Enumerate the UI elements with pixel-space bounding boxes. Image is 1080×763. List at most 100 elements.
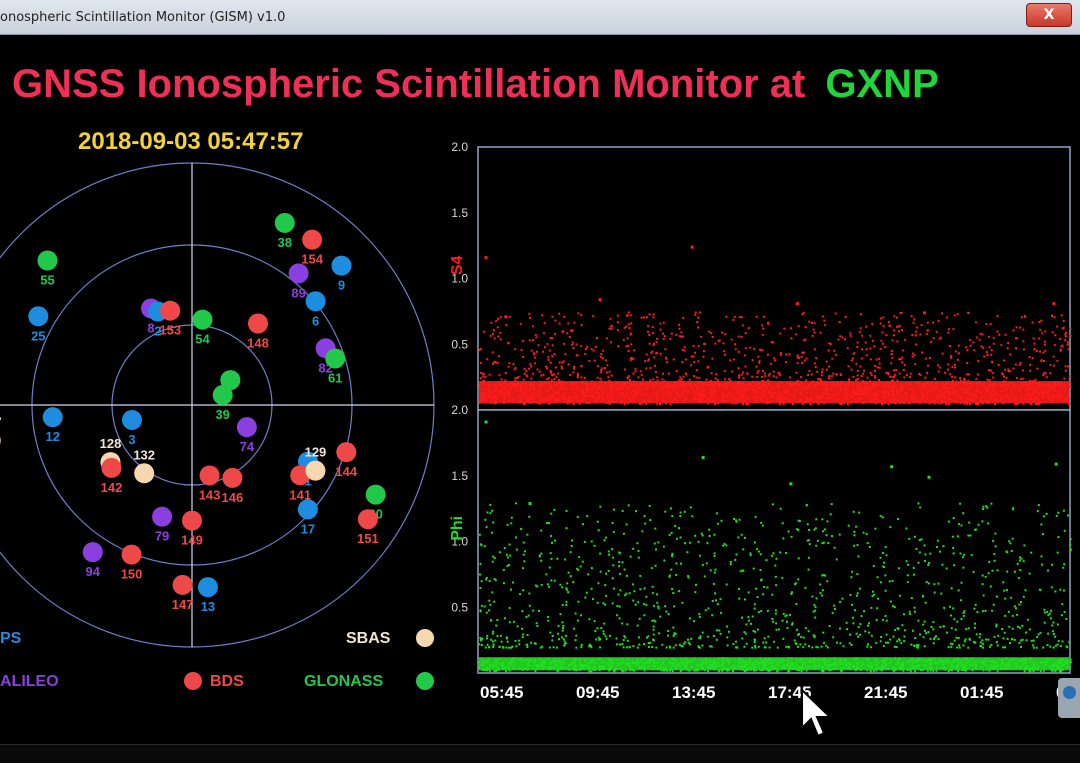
data-point <box>698 612 701 615</box>
data-point <box>1009 542 1012 545</box>
data-point <box>991 569 994 572</box>
outlier-point <box>1052 302 1056 306</box>
data-point <box>550 534 553 537</box>
data-point <box>987 522 990 525</box>
data-point <box>622 532 625 535</box>
data-point <box>654 548 657 551</box>
data-point <box>525 374 528 377</box>
data-point <box>594 630 597 633</box>
data-point <box>734 348 737 351</box>
data-point <box>923 544 926 547</box>
data-point <box>929 669 932 672</box>
data-point <box>692 345 695 348</box>
satellite-marker <box>331 255 352 276</box>
tray-app-icon[interactable] <box>1058 678 1080 718</box>
data-point <box>642 603 645 606</box>
data-point <box>1004 614 1007 617</box>
data-point <box>918 372 921 375</box>
data-point <box>914 330 917 333</box>
data-point <box>558 312 561 315</box>
satellite-label: 9 <box>338 278 345 293</box>
data-point <box>791 622 794 625</box>
satellite-marker <box>247 313 268 334</box>
data-point <box>762 370 765 373</box>
data-point <box>813 331 816 334</box>
data-point <box>874 375 877 378</box>
data-point <box>618 565 621 568</box>
data-point <box>652 313 655 316</box>
data-point <box>624 636 627 639</box>
data-point <box>829 513 832 516</box>
data-point <box>1023 348 1026 351</box>
data-point <box>692 620 695 623</box>
data-point <box>658 632 661 635</box>
data-point <box>958 646 961 649</box>
data-point <box>821 368 824 371</box>
data-point <box>1036 510 1039 513</box>
data-point <box>726 636 729 639</box>
data-point <box>1018 363 1021 366</box>
data-point <box>708 645 711 648</box>
data-point <box>564 642 567 645</box>
data-point <box>1068 666 1071 669</box>
data-point <box>493 600 496 603</box>
data-point <box>960 618 963 621</box>
data-point <box>526 533 529 536</box>
data-point <box>839 642 842 645</box>
data-point <box>850 643 853 646</box>
data-point <box>648 342 651 345</box>
data-point <box>716 379 719 382</box>
data-point <box>489 512 492 515</box>
data-point <box>647 645 650 648</box>
data-point <box>590 348 593 351</box>
data-point <box>680 562 683 565</box>
data-point <box>517 639 520 642</box>
data-point <box>1057 511 1060 514</box>
data-point <box>1003 631 1006 634</box>
data-point <box>703 575 706 578</box>
data-point <box>673 632 676 635</box>
data-point <box>827 542 830 545</box>
satellite-label: 94 <box>86 564 101 579</box>
close-button[interactable]: X <box>1026 3 1072 27</box>
data-point <box>632 547 635 550</box>
data-point <box>654 527 657 530</box>
data-point <box>531 339 534 342</box>
data-point <box>754 515 757 518</box>
satellite-marker <box>274 212 295 233</box>
data-point <box>879 317 882 320</box>
data-point <box>503 547 506 550</box>
data-point <box>788 353 791 356</box>
data-point <box>588 359 591 362</box>
data-point <box>541 645 544 648</box>
data-point <box>895 369 898 372</box>
data-point <box>829 342 832 345</box>
data-point <box>982 594 985 597</box>
data-point <box>538 609 541 612</box>
data-point <box>515 645 518 648</box>
data-point <box>484 376 487 379</box>
data-point <box>903 640 906 643</box>
satellite-marker <box>220 370 241 391</box>
data-point <box>572 581 575 584</box>
data-point <box>521 610 524 613</box>
data-point <box>650 567 653 570</box>
data-point <box>651 645 654 648</box>
data-point <box>856 543 859 546</box>
data-point <box>628 592 631 595</box>
data-point <box>787 645 790 648</box>
x-tick-label: 01:45 <box>960 683 1003 702</box>
satellite-label: 153 <box>159 323 181 338</box>
data-point <box>617 345 620 348</box>
data-point <box>661 378 664 381</box>
data-point <box>551 336 554 339</box>
data-point <box>858 330 861 333</box>
data-point <box>835 641 838 644</box>
data-point <box>1039 328 1042 331</box>
data-point <box>893 645 896 648</box>
data-point <box>756 371 759 374</box>
data-point <box>563 640 566 643</box>
data-point <box>530 365 533 368</box>
data-point <box>753 541 756 544</box>
data-point <box>701 563 704 566</box>
